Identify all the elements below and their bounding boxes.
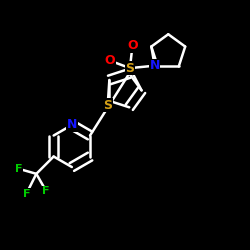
Text: S: S (103, 99, 112, 112)
Text: F: F (23, 188, 30, 198)
Text: O: O (127, 40, 138, 52)
Text: O: O (105, 54, 116, 67)
Text: N: N (67, 118, 77, 132)
Text: S: S (126, 62, 134, 75)
Text: F: F (15, 164, 23, 174)
Text: F: F (42, 186, 50, 196)
Text: N: N (150, 59, 160, 72)
